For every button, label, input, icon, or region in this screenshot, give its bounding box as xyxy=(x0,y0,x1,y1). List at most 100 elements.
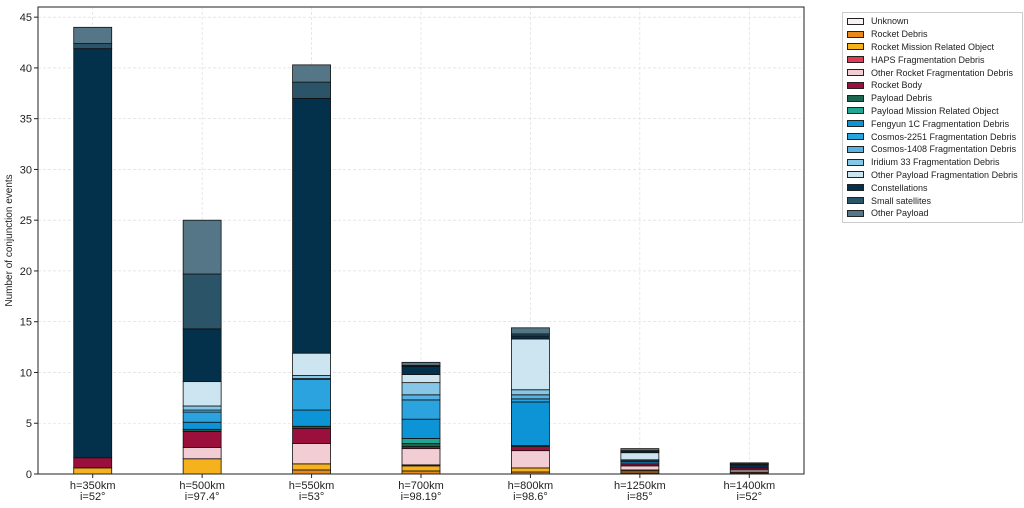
bar-segment xyxy=(292,375,331,379)
bar-segment xyxy=(182,447,222,460)
y-tick-label: 15 xyxy=(20,317,32,329)
bar-segment xyxy=(73,48,113,459)
y-tick-label: 25 xyxy=(20,215,32,227)
legend-label: Payload Mission Related Object xyxy=(871,105,999,116)
y-tick-label: 45 xyxy=(20,12,32,24)
legend-item: Other Payload Fragmentation Debris xyxy=(847,169,1018,182)
y-tick-label: 20 xyxy=(20,266,32,278)
legend-item: Small satellites xyxy=(847,194,1018,207)
legend-label: Rocket Body xyxy=(871,80,923,91)
legend-item: Rocket Debris xyxy=(847,28,1018,41)
bar-segment xyxy=(73,457,113,469)
legend-item: Cosmos-2251 Fragmentation Debris xyxy=(847,130,1018,143)
x-tick-label: i=85° xyxy=(627,491,653,503)
legend-swatch xyxy=(847,94,864,102)
bar-segment xyxy=(182,458,222,475)
bar-segment xyxy=(182,219,222,275)
legend-label: Payload Debris xyxy=(871,93,933,104)
y-axis: 0 5 10 15 20 25 30 35 40 45 xyxy=(20,12,38,481)
legend-item: Rocket Mission Related Object xyxy=(847,41,1018,54)
bar-segment xyxy=(292,379,331,411)
legend-item: Unknown xyxy=(847,15,1018,28)
legend-swatch xyxy=(847,30,864,38)
legend-swatch xyxy=(847,17,864,25)
bar-segment xyxy=(511,450,550,469)
bar-segment xyxy=(182,381,222,407)
legend-item: Constellations xyxy=(847,181,1018,194)
bar-segment xyxy=(511,446,550,452)
legend-swatch xyxy=(847,197,864,205)
bar-segment xyxy=(182,411,222,423)
legend-swatch xyxy=(847,107,864,115)
x-tick-label: h=550km xyxy=(289,480,335,492)
legend-swatch xyxy=(847,69,864,77)
bar-segment xyxy=(620,452,660,461)
bar-segment xyxy=(511,389,550,396)
legend-item: Other Rocket Fragmentation Debris xyxy=(847,66,1018,79)
bar-segment xyxy=(511,401,550,446)
x-tick-label: h=1250km xyxy=(614,480,666,492)
x-tick-label: h=350km xyxy=(70,480,116,492)
legend-label: Other Payload Fragmentation Debris xyxy=(871,169,1018,180)
legend-item: Payload Mission Related Object xyxy=(847,105,1018,118)
y-tick-label: 5 xyxy=(26,418,32,430)
bar-segment xyxy=(401,365,441,375)
bar-segment xyxy=(73,26,113,44)
bar-segment xyxy=(401,374,441,384)
bar-segment xyxy=(73,43,113,50)
y-tick-label: 0 xyxy=(26,469,32,481)
legend-label: HAPS Fragmentation Debris xyxy=(871,54,985,65)
bar-segment xyxy=(511,398,550,403)
bar-segment xyxy=(292,469,331,475)
x-tick-label: h=800km xyxy=(508,480,554,492)
legend: Unknown Rocket Debris Rocket Mission Relat… xyxy=(842,12,1023,223)
bar-segment xyxy=(292,409,331,427)
bar-segment xyxy=(292,463,331,471)
bar-segment xyxy=(292,352,331,376)
legend-swatch xyxy=(847,120,864,128)
x-tick-label: i=98.6° xyxy=(513,491,548,503)
legend-swatch xyxy=(847,184,864,192)
legend-label: Other Payload xyxy=(871,208,929,219)
bar-segment xyxy=(292,443,331,465)
bar-segment xyxy=(182,430,222,449)
bar-segment xyxy=(511,338,550,391)
legend-swatch xyxy=(847,133,864,141)
legend-label: Small satellites xyxy=(871,195,932,206)
bar-segment xyxy=(292,97,331,354)
legend-label: Rocket Debris xyxy=(871,29,928,40)
bar-segment xyxy=(620,448,660,452)
y-axis-label: Number of conjunction events xyxy=(4,174,15,306)
bar-segment xyxy=(401,394,441,401)
legend-label: Cosmos-1408 Fragmentation Debris xyxy=(871,144,1017,155)
legend-label: Other Rocket Fragmentation Debris xyxy=(871,67,1014,78)
x-tick-label: i=98.19° xyxy=(401,491,442,503)
bar-segment xyxy=(182,405,222,411)
legend-swatch xyxy=(847,145,864,153)
bar-segment xyxy=(620,465,660,471)
bar-segment xyxy=(401,443,441,447)
legend-swatch xyxy=(847,43,864,51)
x-tick-label: i=52° xyxy=(737,491,763,503)
y-tick-label: 30 xyxy=(20,164,32,176)
legend-label: Constellations xyxy=(871,182,928,193)
legend-item: Other Payload xyxy=(847,207,1018,220)
bar-segment xyxy=(401,418,441,439)
legend-item: Fengyun 1C Fragmentation Debris xyxy=(847,117,1018,130)
bar-segment xyxy=(182,328,222,383)
bar-segment xyxy=(401,382,441,396)
legend-swatch xyxy=(847,171,864,179)
bar-segment xyxy=(73,467,113,475)
bar-segment xyxy=(401,399,441,420)
x-tick-label: i=53° xyxy=(299,491,325,503)
legend-item: Cosmos-1408 Fragmentation Debris xyxy=(847,143,1018,156)
bar-segment xyxy=(729,464,769,469)
legend-swatch xyxy=(847,158,864,166)
x-tick-label: h=500km xyxy=(179,480,225,492)
legend-swatch xyxy=(847,209,864,217)
x-tick-label: h=1400km xyxy=(723,480,775,492)
bar-segment xyxy=(182,273,222,330)
x-tick-label: i=97.4° xyxy=(185,491,220,503)
legend-label: Cosmos-2251 Fragmentation Debris xyxy=(871,131,1017,142)
